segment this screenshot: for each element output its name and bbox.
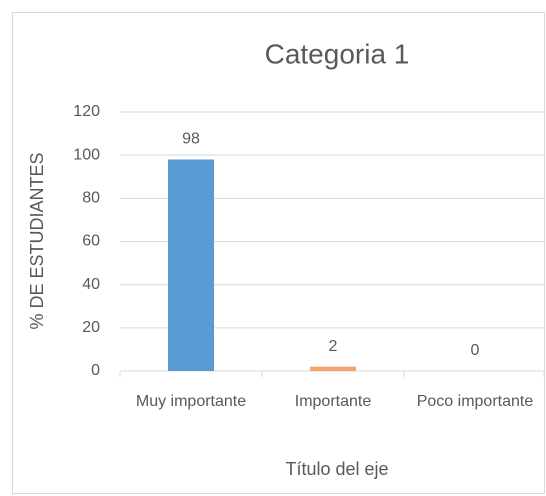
bar: [168, 159, 214, 371]
x-axis-title: Título del eje: [285, 459, 388, 479]
data-label: 0: [471, 342, 480, 359]
bar: [310, 366, 356, 371]
y-axis-title: % DE ESTUDIANTES: [27, 152, 47, 329]
x-tick-label: Muy importante: [135, 393, 247, 410]
y-tick-label: 60: [82, 233, 100, 250]
data-label: 98: [182, 131, 200, 148]
chart-border: [12, 12, 545, 494]
y-tick-label: 40: [82, 276, 100, 293]
y-tick-label: 20: [82, 319, 100, 336]
y-tick-label: 100: [73, 146, 100, 163]
x-tick-label: Importante: [294, 393, 372, 410]
y-tick-label: 120: [73, 103, 100, 120]
y-tick-label: 0: [91, 362, 100, 379]
y-tick-label: 80: [82, 190, 100, 207]
x-tick-label: Poco importante: [416, 393, 534, 410]
chart-title: Categoria 1: [265, 38, 410, 69]
data-label: 2: [329, 338, 338, 355]
